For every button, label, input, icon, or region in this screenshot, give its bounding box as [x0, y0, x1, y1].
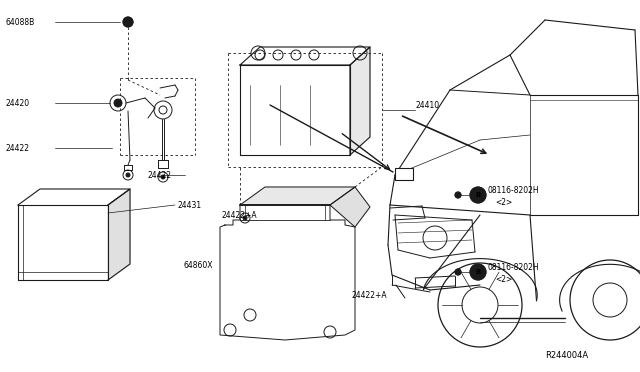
- Text: B: B: [476, 192, 481, 198]
- Polygon shape: [240, 187, 355, 205]
- Text: 24422+A: 24422+A: [352, 291, 388, 299]
- Text: 24420: 24420: [5, 99, 29, 108]
- Text: <2>: <2>: [495, 276, 512, 285]
- Circle shape: [455, 269, 461, 275]
- Circle shape: [455, 192, 461, 198]
- Text: 24410: 24410: [415, 100, 439, 109]
- Text: 24422+A: 24422+A: [222, 211, 258, 219]
- Polygon shape: [240, 47, 370, 65]
- Text: B: B: [476, 269, 481, 275]
- Polygon shape: [330, 187, 370, 227]
- Polygon shape: [108, 189, 130, 280]
- Polygon shape: [220, 205, 355, 340]
- Polygon shape: [240, 65, 350, 155]
- Text: 24422: 24422: [148, 170, 172, 180]
- Text: 08116-8202H: 08116-8202H: [488, 186, 540, 195]
- Bar: [395, 168, 413, 180]
- Text: 08116-8202H: 08116-8202H: [488, 263, 540, 273]
- Circle shape: [161, 175, 165, 179]
- Text: 24422: 24422: [5, 144, 29, 153]
- Circle shape: [470, 264, 486, 280]
- Text: <2>: <2>: [495, 198, 512, 206]
- Circle shape: [126, 173, 130, 177]
- Text: R244004A: R244004A: [545, 350, 588, 359]
- Circle shape: [243, 216, 247, 220]
- Text: 64860X: 64860X: [183, 260, 212, 269]
- Text: 24431: 24431: [178, 201, 202, 209]
- Circle shape: [114, 99, 122, 107]
- Circle shape: [123, 17, 133, 27]
- Polygon shape: [18, 205, 108, 280]
- Polygon shape: [350, 47, 370, 155]
- Text: 64088B: 64088B: [5, 17, 35, 26]
- Circle shape: [470, 187, 486, 203]
